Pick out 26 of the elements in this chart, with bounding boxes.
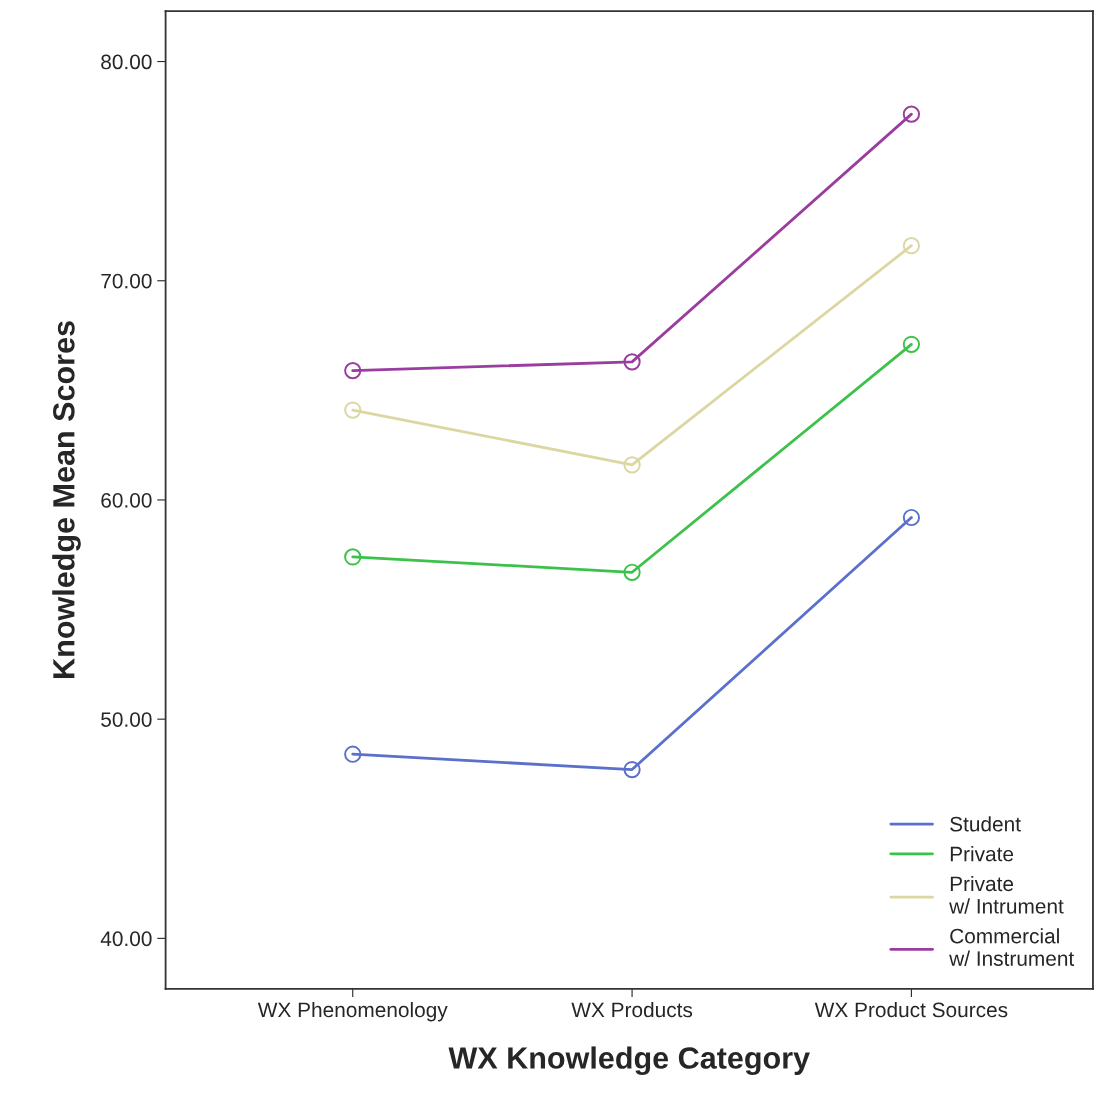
- point: [902, 335, 921, 353]
- point: [902, 508, 921, 527]
- y-tick-label: 60.00: [101, 492, 152, 508]
- point: [902, 237, 921, 255]
- legend-label: Private: [950, 846, 1014, 862]
- point: [623, 563, 641, 581]
- point: [344, 548, 362, 566]
- y-tick-label: 50.00: [101, 712, 152, 727]
- point: [623, 760, 641, 779]
- y-tick-label: 80.00: [101, 54, 152, 70]
- point: [344, 362, 362, 380]
- y-tick-label: 40.00: [100, 931, 152, 947]
- point: [623, 456, 641, 474]
- legend-label: Student: [950, 816, 1021, 832]
- y-tick-label: 70.00: [101, 273, 152, 289]
- point: [344, 401, 362, 419]
- x-tick-label: WX Phenomenology: [257, 1001, 448, 1022]
- y-axis-title: Knowledge Mean Scores: [52, 321, 81, 678]
- x-tick-label: WX Products: [571, 1001, 693, 1018]
- point: [623, 353, 641, 371]
- x-tick-label: WX Product Sources: [814, 1001, 1008, 1018]
- point: [344, 745, 362, 763]
- legend-label: Commercial w/ Instrument: [949, 928, 1075, 966]
- point: [902, 105, 921, 123]
- x-axis-title: WX Knowledge Category: [448, 1046, 810, 1076]
- legend-label: Private w/ Intrument: [949, 875, 1064, 914]
